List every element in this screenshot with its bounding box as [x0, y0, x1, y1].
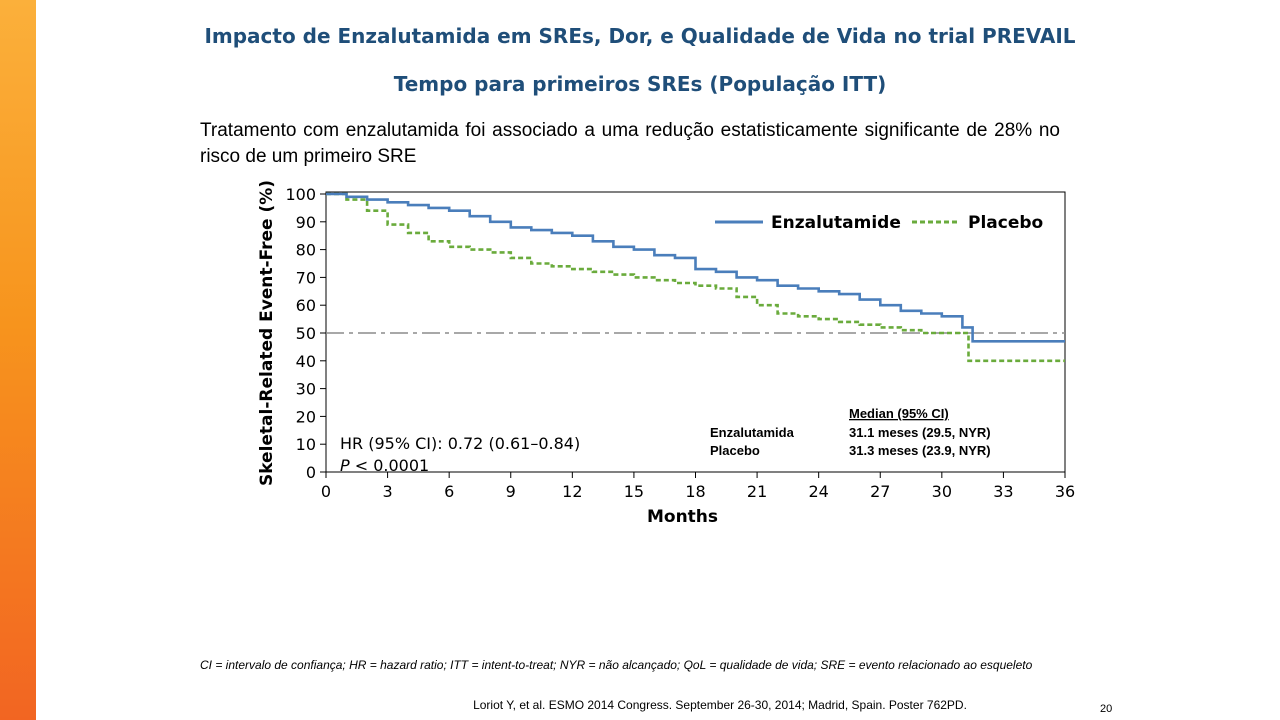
median-row-name: Enzalutamida [710, 425, 795, 440]
x-axis-title: Months [647, 507, 718, 527]
y-axis-title: Skeletal-Related Event-Free (%) [257, 180, 277, 486]
intro-text: Tratamento com enzalutamida foi associad… [200, 120, 1060, 167]
page-number: 20 [1100, 703, 1113, 715]
x-tick-label: 6 [444, 482, 454, 501]
y-tick-label: 0 [306, 463, 316, 482]
y-tick-label: 90 [296, 213, 316, 232]
x-tick-label: 30 [932, 482, 952, 501]
x-tick-label: 0 [321, 482, 331, 501]
series-line-placebo [326, 192, 1065, 363]
p-value-annotation: P < 0.0001 [340, 456, 429, 475]
x-tick-label: 27 [870, 482, 890, 501]
median-row-name: Placebo [710, 443, 760, 458]
slide-subtitle: Tempo para primeiros SREs (População ITT… [393, 72, 887, 96]
y-tick-label: 50 [296, 324, 316, 343]
orange-accent-bar [0, 0, 36, 720]
median-row-value: 31.1 meses (29.5, NYR) [849, 425, 991, 440]
y-tick-label: 10 [296, 435, 316, 454]
y-tick-label: 40 [296, 352, 316, 371]
x-tick-label: 15 [624, 482, 644, 501]
footnote: CI = intervalo de confiança; HR = hazard… [200, 658, 1033, 672]
series-line-enzalutamide [326, 192, 1065, 343]
y-tick-label: 80 [296, 241, 316, 260]
y-tick-label: 70 [296, 268, 316, 287]
x-tick-label: 24 [808, 482, 828, 501]
median-table-header: Median (95% CI) [849, 406, 949, 421]
median-row-value: 31.3 meses (23.9, NYR) [849, 443, 991, 458]
y-tick-label: 100 [285, 185, 316, 204]
km-chart: 0 10 20 30 40 50 60 70 80 90 100 0 3 6 9 12 15 18 21 24 27 30… [240, 178, 1090, 538]
p-value: < 0.0001 [350, 456, 430, 475]
citation: Loriot Y, et al. ESMO 2014 Congress. Sep… [473, 698, 967, 712]
x-tick-label: 36 [1055, 482, 1075, 501]
hr-annotation: HR (95% CI): 0.72 (0.61–0.84) [340, 434, 580, 453]
x-tick-label: 9 [506, 482, 516, 501]
p-label: P [340, 456, 350, 475]
y-tick-label: 30 [296, 380, 316, 399]
y-tick-label: 60 [296, 296, 316, 315]
x-tick-label: 3 [382, 482, 392, 501]
legend-label-placebo: Placebo [968, 213, 1043, 233]
x-tick-label: 18 [685, 482, 705, 501]
x-tick-label: 12 [562, 482, 582, 501]
y-tick-label: 20 [296, 407, 316, 426]
x-tick-label: 21 [747, 482, 767, 501]
x-tick-label: 33 [993, 482, 1013, 501]
slide-title: Impacto de Enzalutamida em SREs, Dor, e … [204, 24, 1076, 48]
legend-label-enzalutamide: Enzalutamide [771, 213, 901, 233]
